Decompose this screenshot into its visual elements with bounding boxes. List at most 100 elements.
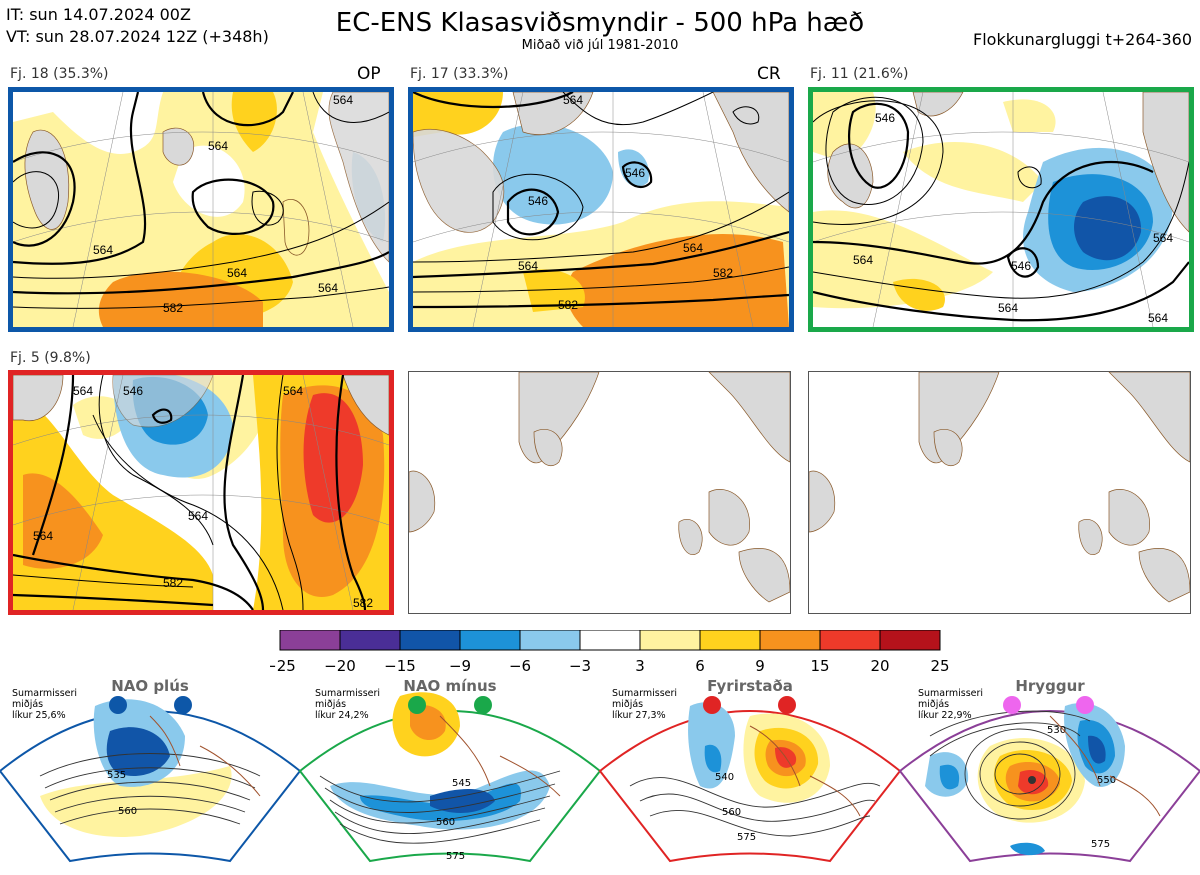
- cluster-map-3: 546 564 546 564 564 564: [808, 87, 1194, 332]
- contour-label: 546: [123, 384, 143, 398]
- height-contours: [413, 92, 789, 309]
- contour-label: 564: [1148, 311, 1168, 325]
- cluster-map-2: 564 546 546 564 582 564 582: [408, 87, 794, 332]
- regime-panel: 535 560 NAO plús Sumarmisseri miðjás lík…: [0, 676, 1200, 871]
- colorbar-tick-label: 9: [755, 657, 765, 675]
- colorbar-tick-label: −15: [384, 657, 416, 675]
- regime-season: Sumarmisseri: [12, 688, 77, 699]
- regime-probability: líkur 25,6%: [12, 710, 66, 721]
- regime-title: NAO mínus: [403, 677, 496, 695]
- regime-nao-minus: 545 560 575 NAO mínus Sumarmisseri miðjá…: [298, 677, 602, 863]
- cluster-3-label: Fj. 11 (21.6%): [810, 66, 909, 82]
- regime-mean: miðjás: [315, 699, 346, 710]
- contour-labels: 564 564 564 582 564 564: [93, 93, 353, 315]
- contour-label: 582: [558, 298, 578, 312]
- page-subtitle: Miðað við júl 1981-2010: [521, 38, 679, 53]
- colorbar-segment: [459, 629, 521, 651]
- map-gridlines: [13, 375, 389, 610]
- regime-marker-dot: [1003, 696, 1021, 714]
- contour-labels: 564 546 564 564 564 582 582: [33, 384, 373, 610]
- contour-label: 582: [713, 266, 733, 280]
- contour-label: 575: [446, 851, 465, 862]
- contour-label: 564: [73, 384, 93, 398]
- initial-time: IT: sun 14.07.2024 00Z: [6, 5, 191, 24]
- colorbar-segment: [759, 629, 821, 651]
- regime-marker-dot: [703, 696, 721, 714]
- regime-nao-plus: 535 560 NAO plús Sumarmisseri miðjás lík…: [0, 677, 302, 863]
- map-gridlines: [813, 92, 1189, 327]
- colorbar-svg: −25 −20 −15 −9 −6 −3 3 6 9 15 20 25: [264, 629, 950, 675]
- colorbar-tick-label: 3: [635, 657, 645, 675]
- contour-label: 564: [318, 281, 338, 295]
- colorbar-segment: [819, 629, 881, 651]
- contour-label: 560: [436, 817, 455, 828]
- contour-label: 564: [1153, 231, 1173, 245]
- regime-marker-dot: [1076, 696, 1094, 714]
- colorbar-segment: [639, 629, 701, 651]
- regime-probability: líkur 22,9%: [918, 710, 972, 721]
- regime-title: Fyrirstaða: [707, 677, 793, 695]
- ridge-center-marker: [1028, 776, 1036, 784]
- regime-season: Sumarmisseri: [315, 688, 380, 699]
- contour-label: 560: [722, 807, 741, 818]
- anomaly-shading: [813, 92, 1189, 327]
- colorbar-tick-label: 20: [870, 657, 889, 675]
- cluster-4-label: Fj. 5 (9.8%): [10, 350, 91, 366]
- colorbar-segment: [699, 629, 761, 651]
- contour-label: 564: [333, 93, 353, 107]
- regime-blocking: 540 560 575 Fyrirstaða Sumarmisseri miðj…: [598, 677, 902, 863]
- colorbar-segment: [279, 629, 341, 651]
- contour-label: 564: [227, 266, 247, 280]
- anomaly-shading: [13, 375, 389, 610]
- contour-label: 530: [1047, 725, 1066, 736]
- height-contours: [13, 92, 389, 309]
- colorbar-tick-label: −9: [449, 657, 471, 675]
- contour-label: 564: [563, 93, 583, 107]
- contour-label: 560: [118, 806, 137, 817]
- contour-label: 564: [188, 509, 208, 523]
- colorbar-tick-label: 15: [810, 657, 829, 675]
- regime-title: Hryggur: [1015, 677, 1085, 695]
- contour-label: 564: [93, 243, 113, 257]
- land-masses: [13, 375, 389, 436]
- contour-label: 564: [518, 259, 538, 273]
- height-contours: [813, 96, 1189, 322]
- land-masses: [409, 372, 790, 603]
- contour-label: 564: [998, 301, 1018, 315]
- height-contours: [13, 375, 367, 610]
- cluster-1-label: Fj. 18 (35.3%): [10, 66, 109, 82]
- contour-label: 564: [33, 529, 53, 543]
- map-gridlines: [413, 92, 789, 327]
- contour-label: 564: [853, 253, 873, 267]
- contour-label: 582: [353, 596, 373, 610]
- colorbar-tick-label: 6: [695, 657, 705, 675]
- regime-season: Sumarmisseri: [918, 688, 983, 699]
- cluster-map-4: 564 546 564 564 564 582 582: [8, 370, 394, 615]
- regime-marker-dot: [109, 696, 127, 714]
- colorbar-tick-label: 25: [930, 657, 949, 675]
- empty-map-5: [408, 371, 791, 614]
- header-info: IT: sun 14.07.2024 00Z VT: sun 28.07.202…: [6, 4, 269, 48]
- contour-label: 550: [1097, 775, 1116, 786]
- colorbar-tick-label: −25: [270, 657, 296, 675]
- contour-label: 546: [875, 111, 895, 125]
- classification-window: Flokkunargluggi t+264-360: [973, 30, 1192, 49]
- regime-mean: miðjás: [918, 699, 949, 710]
- regime-marker-dot: [474, 696, 492, 714]
- contour-label: 575: [1091, 839, 1110, 850]
- empty-map-6: [808, 371, 1191, 614]
- colorbar-tick-label: −6: [509, 657, 531, 675]
- page-title: EC-ENS Klasasviðsmyndir - 500 hPa hæð: [335, 8, 865, 38]
- colorbar-segment: [879, 629, 941, 651]
- contour-labels: 546 564 546 564 564 564: [853, 111, 1173, 325]
- regime-marker-dot: [778, 696, 796, 714]
- contour-label: 564: [283, 384, 303, 398]
- contour-label: 545: [452, 778, 471, 789]
- regime-marker-dot: [174, 696, 192, 714]
- cluster-1-tag: OP: [357, 64, 381, 84]
- regime-probability: líkur 27,3%: [612, 710, 666, 721]
- colorbar: −25 −20 −15 −9 −6 −3 3 6 9 15 20 25: [264, 629, 960, 675]
- contour-label: 546: [1011, 259, 1031, 273]
- colorbar-segment: [579, 629, 641, 651]
- contour-label: 582: [163, 576, 183, 590]
